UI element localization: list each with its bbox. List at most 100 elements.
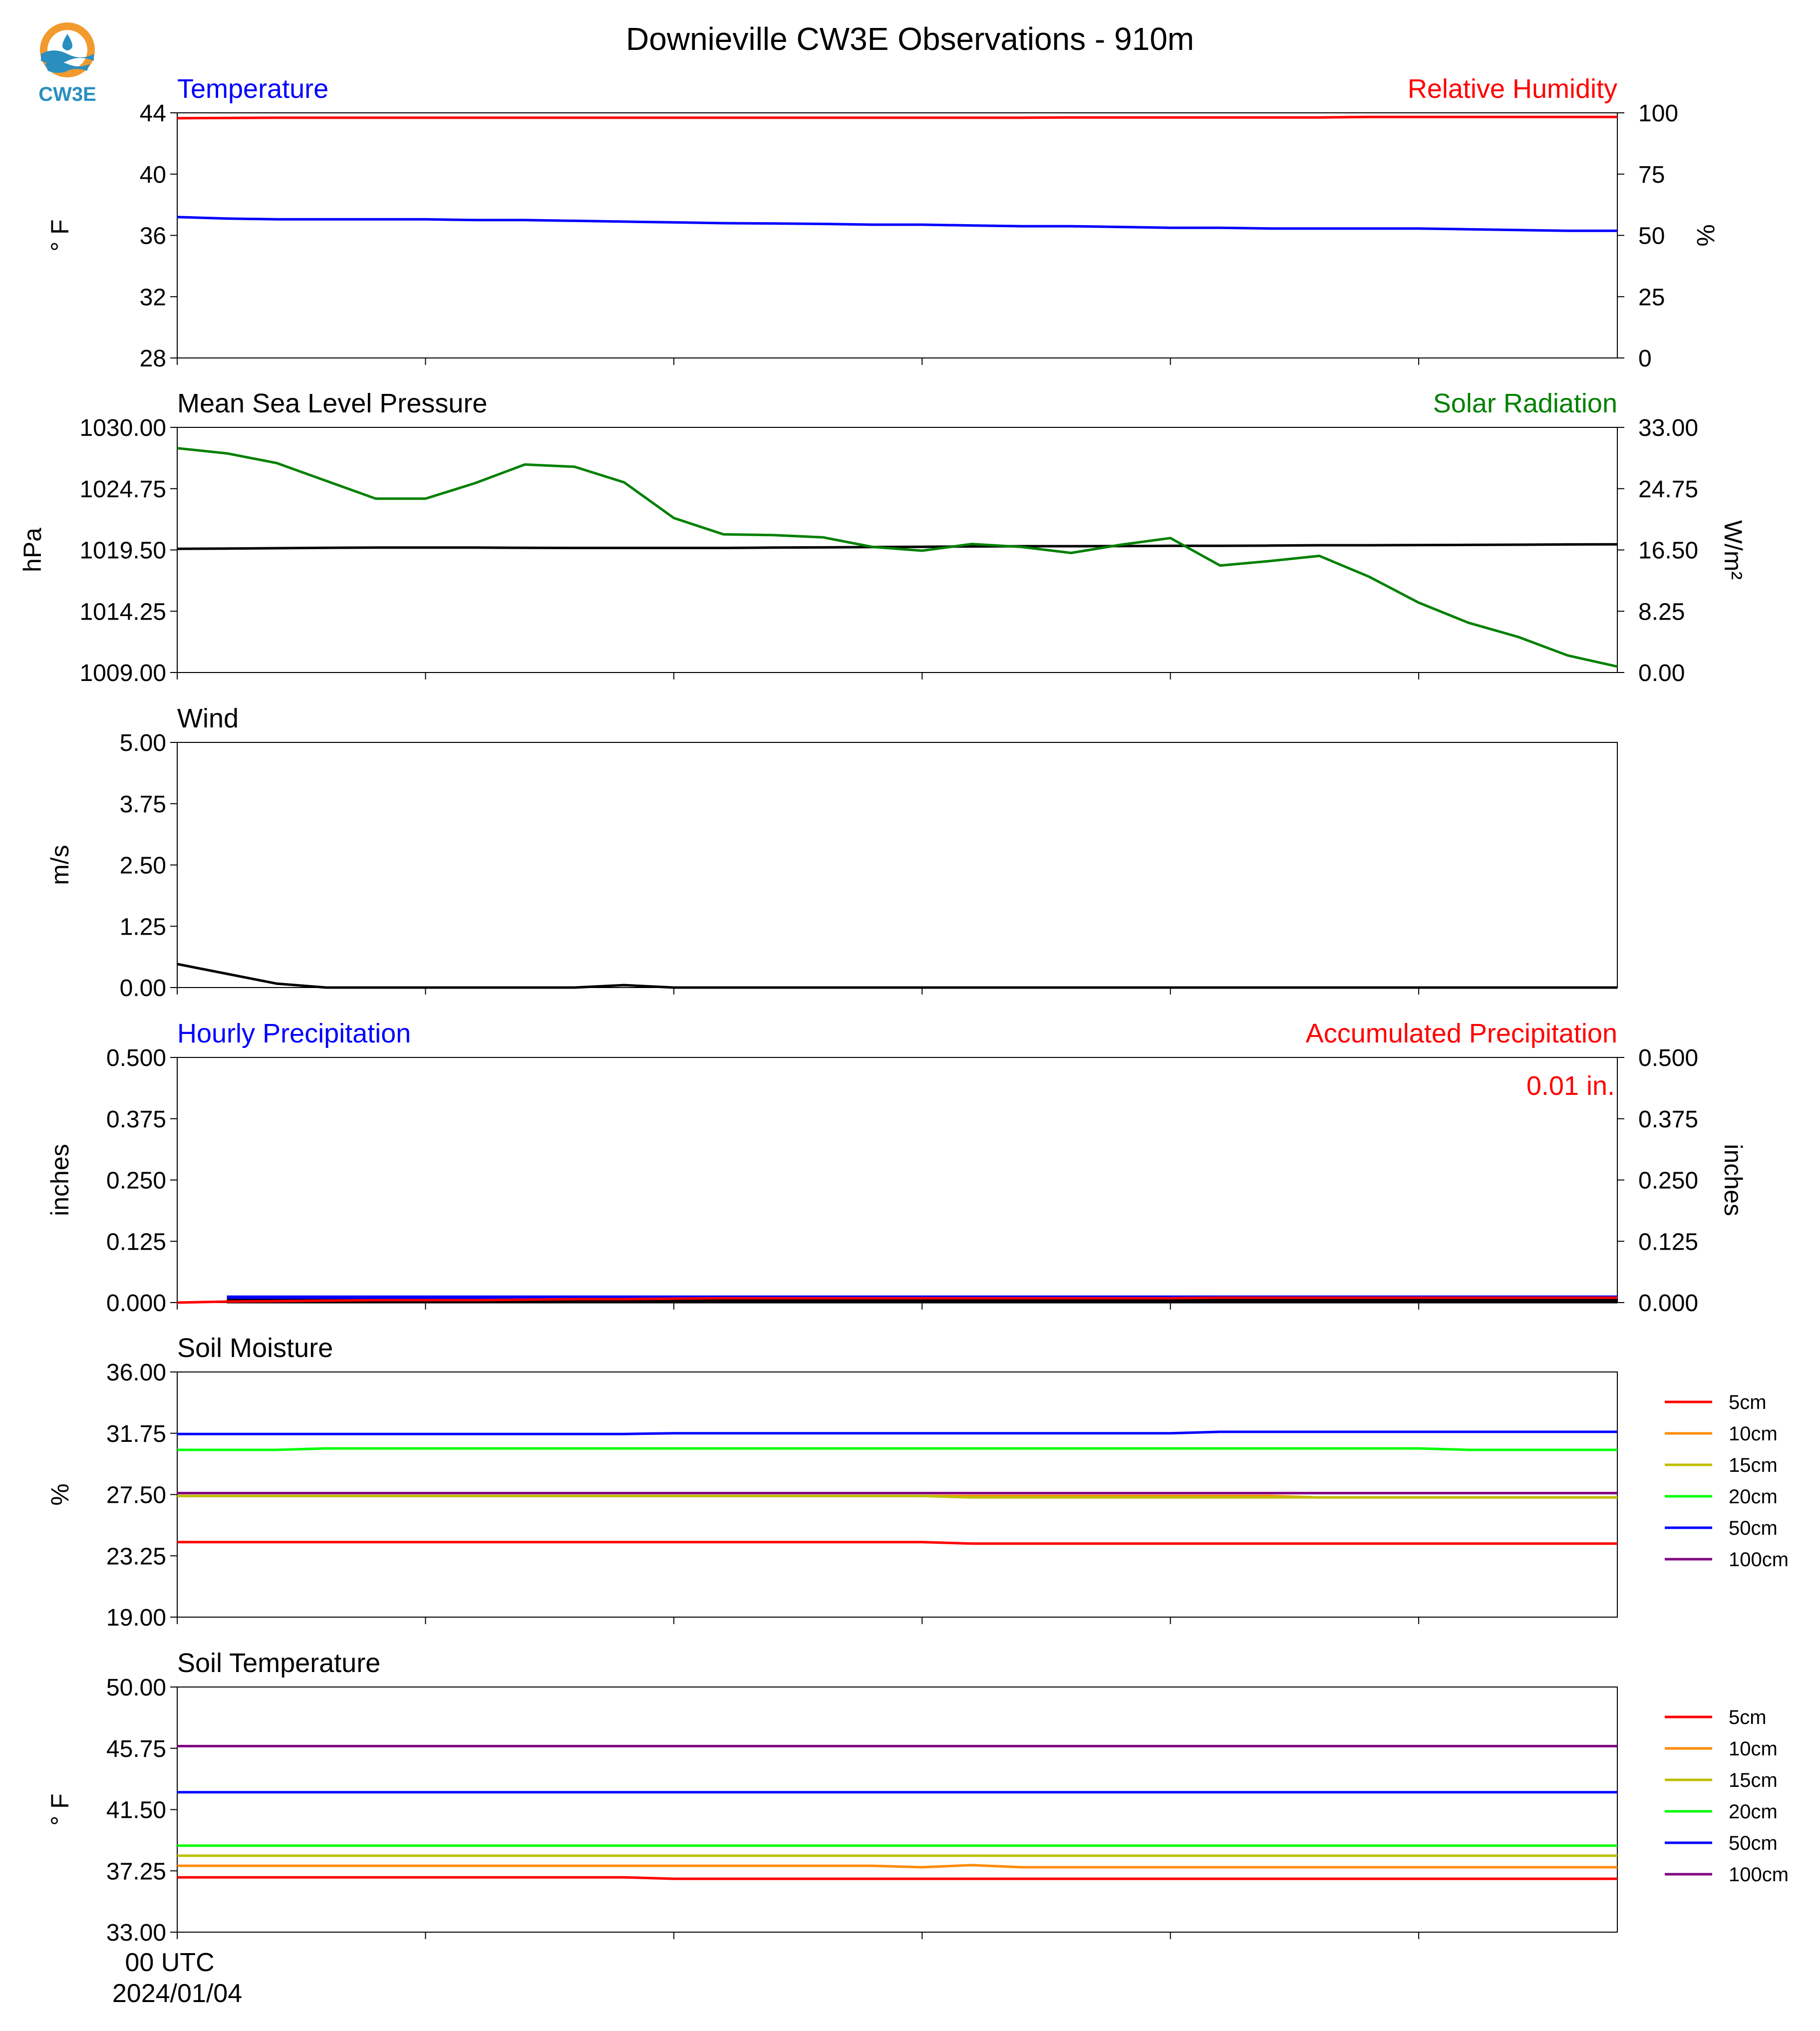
legend-label: 20cm <box>1729 1801 1778 1823</box>
y-axis-label: % <box>46 1483 74 1505</box>
series-line-wind <box>177 963 1617 989</box>
series-line-5cm <box>177 1876 1617 1880</box>
y-tick-label: 0.500 <box>106 1045 166 1071</box>
y-right-tick-label: 0.250 <box>1638 1168 1698 1194</box>
panel-title-left: Soil Temperature <box>177 1648 380 1678</box>
series-line-accumulated-precipitation <box>177 1296 1617 1304</box>
panel-title-left: Wind <box>177 703 239 733</box>
y-tick-label: 1014.25 <box>79 599 166 625</box>
y-tick-label: 36 <box>140 223 166 250</box>
panel-wind: 0.00 1.25 2.50 3.75 5.00 m/s Wind <box>46 703 1618 1002</box>
y-right-tick-label: 0.375 <box>1638 1106 1698 1133</box>
y-tick-label: 0.250 <box>106 1168 166 1194</box>
y-right-tick-label: 0.000 <box>1638 1290 1698 1317</box>
series-line-5cm <box>177 1541 1617 1545</box>
plot-frame <box>177 1687 1618 1933</box>
y-tick-label: 19.00 <box>106 1605 166 1631</box>
legend-label: 10cm <box>1729 1738 1778 1760</box>
panel-soil_temperature: 33.00 37.25 41.50 45.75 50.00 ° F Soil Tempera… <box>46 1648 1789 1946</box>
legend-label: 50cm <box>1729 1517 1778 1539</box>
panel-title-right: Accumulated Precipitation <box>1306 1018 1617 1048</box>
panel-title-left: Mean Sea Level Pressure <box>177 388 487 418</box>
y-tick-label: 1030.00 <box>79 415 166 441</box>
panel-soil_moisture: 19.00 23.25 27.50 31.75 36.00% Soil Moisture 5… <box>46 1333 1789 1631</box>
chart-title: Downieville CW3E Observations - 910m <box>626 21 1194 57</box>
logo-drop-icon <box>62 34 72 50</box>
y-tick-label: 28 <box>140 345 166 372</box>
y-tick-label: 5.00 <box>120 730 166 756</box>
legend-label: 15cm <box>1729 1769 1778 1791</box>
y-tick-label: 3.75 <box>120 791 166 818</box>
panel-title-left: Soil Moisture <box>177 1333 333 1363</box>
y-tick-label: 33.00 <box>106 1920 166 1946</box>
y-right-tick-label: 0.500 <box>1638 1045 1698 1071</box>
y-tick-label: 0.125 <box>106 1229 166 1255</box>
y-tick-label: 23.25 <box>106 1543 166 1570</box>
panel-precipitation: 0.000 0.125 0.250 0.375 0.500 0.000 0.125 0.250… <box>46 1018 1747 1317</box>
x-tick-label: 00 UTC <box>125 1948 214 1977</box>
panel-title-right: Solar Radiation <box>1433 388 1617 418</box>
y-right-tick-label: 0 <box>1638 345 1652 372</box>
accumulated-total-label: 0.01 in. <box>1526 1071 1615 1101</box>
legend-label: 5cm <box>1729 1391 1767 1413</box>
legend-label: 50cm <box>1729 1832 1778 1854</box>
series-line-15cm <box>177 1494 1617 1499</box>
plot-frame <box>177 742 1618 988</box>
legend-label: 10cm <box>1729 1423 1778 1445</box>
y-tick-label: 27.50 <box>106 1482 166 1509</box>
y-tick-label: 45.75 <box>106 1736 166 1762</box>
logo-wave-icon <box>45 61 90 73</box>
legend-label: 5cm <box>1729 1706 1767 1728</box>
y-right-tick-label: 33.00 <box>1638 415 1698 441</box>
series-line-20cm <box>177 1447 1617 1451</box>
y-right-axis-label: W/m² <box>1719 520 1747 580</box>
y-tick-label: 40 <box>140 162 166 188</box>
y-axis-label: ° F <box>46 219 74 251</box>
y-right-tick-label: 0.125 <box>1638 1229 1698 1255</box>
y-tick-label: 44 <box>140 100 166 127</box>
y-tick-label: 41.50 <box>106 1797 166 1824</box>
series-line-solar-radiation <box>177 447 1618 668</box>
y-tick-label: 50.00 <box>106 1675 166 1701</box>
y-tick-label: 2.50 <box>120 853 166 879</box>
panels-group: 28 32 36 40 44 0 25 50 75 100 ° F % Temperature Relat… <box>18 74 1789 2008</box>
legend-label: 20cm <box>1729 1486 1778 1508</box>
y-axis-label: hPa <box>18 528 46 572</box>
y-right-tick-label: 24.75 <box>1638 476 1698 503</box>
y-tick-label: 31.75 <box>106 1421 166 1447</box>
y-axis-label: m/s <box>46 845 74 885</box>
logo-emblem: CW3E <box>38 22 96 105</box>
series-line-mean-sea-level-pressure <box>177 543 1618 550</box>
y-right-tick-label: 25 <box>1638 284 1665 311</box>
y-right-tick-label: 0.00 <box>1638 660 1685 686</box>
legend-label: 100cm <box>1729 1549 1789 1571</box>
y-right-axis-label: inches <box>1719 1144 1747 1216</box>
y-tick-label: 0.000 <box>106 1290 166 1317</box>
y-tick-label: 1.25 <box>120 914 166 940</box>
series-line-10cm <box>177 1864 1617 1869</box>
panel-title-left: Hourly Precipitation <box>177 1018 411 1048</box>
panel-pressure: 1009.00 1014.25 1019.50 1024.75 1030.00 0.00 8… <box>18 388 1747 686</box>
series-line-temperature <box>177 216 1617 232</box>
y-right-tick-label: 8.25 <box>1638 599 1685 625</box>
y-axis-label: ° F <box>46 1793 74 1825</box>
y-tick-label: 0.375 <box>106 1106 166 1133</box>
y-tick-label: 1009.00 <box>79 660 166 686</box>
plot-frame <box>177 112 1618 358</box>
y-right-tick-label: 50 <box>1638 223 1665 250</box>
y-tick-label: 36.00 <box>106 1359 166 1386</box>
x-date-label: 2024/01/04 <box>112 1979 242 2008</box>
y-axis-label: inches <box>46 1144 74 1216</box>
plot-frame <box>177 1057 1618 1303</box>
y-right-tick-label: 75 <box>1638 162 1665 188</box>
panel-title-right: Relative Humidity <box>1408 74 1617 104</box>
cw3e-logo: CW3E <box>30 15 105 110</box>
y-right-axis-label: % <box>1692 224 1720 246</box>
logo-text: CW3E <box>38 83 96 105</box>
logo-wave-icon <box>41 50 94 64</box>
y-tick-label: 37.25 <box>106 1858 166 1885</box>
legend-label: 100cm <box>1729 1864 1789 1886</box>
y-tick-label: 1019.50 <box>79 538 166 564</box>
